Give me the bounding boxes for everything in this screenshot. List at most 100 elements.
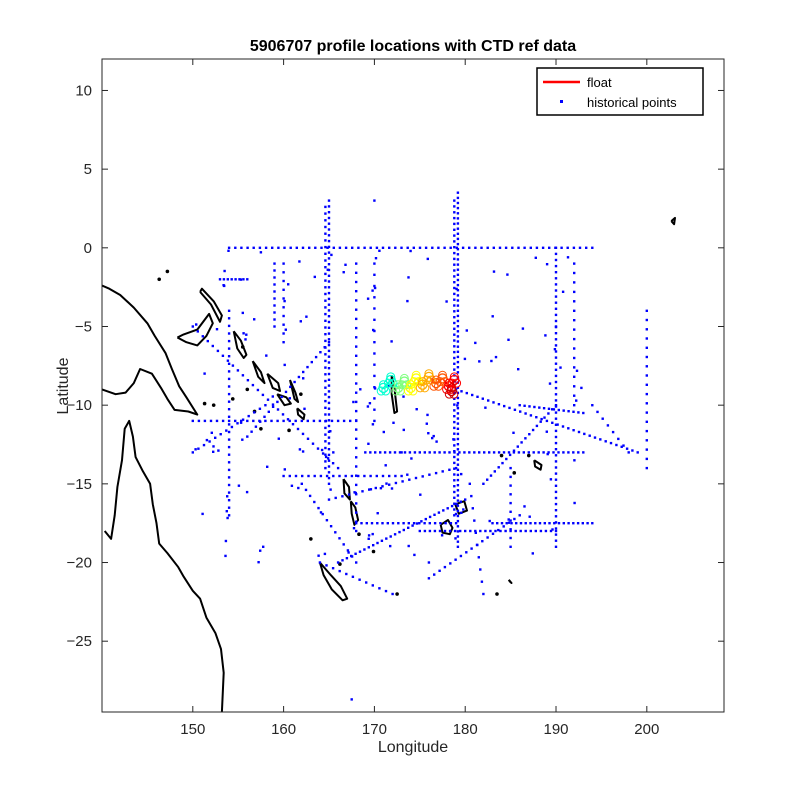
historical-point — [453, 461, 456, 465]
historical-point — [493, 470, 496, 473]
historical-point — [407, 276, 410, 279]
historical-point — [625, 447, 629, 450]
historical-point — [326, 246, 329, 249]
historical-point — [244, 338, 247, 341]
historical-point — [492, 270, 496, 273]
historical-point — [273, 276, 276, 279]
historical-point — [456, 335, 460, 338]
historical-point — [253, 411, 256, 414]
historical-point — [443, 246, 446, 249]
historical-point — [212, 445, 215, 448]
historical-point — [554, 509, 558, 512]
historical-point — [509, 519, 512, 522]
historical-point — [302, 377, 305, 380]
historical-point — [402, 395, 405, 398]
historical-point — [645, 457, 648, 461]
float-profile-marker — [415, 383, 425, 393]
historical-point — [557, 408, 560, 412]
historical-point — [205, 438, 209, 442]
historical-point — [604, 440, 607, 443]
historical-point — [545, 263, 549, 266]
historical-point — [298, 448, 302, 451]
historical-point — [502, 451, 506, 454]
historical-point — [226, 359, 230, 362]
plot-frame — [101, 58, 725, 713]
historical-point — [509, 510, 512, 513]
historical-point — [453, 292, 456, 296]
historical-point — [388, 451, 392, 454]
historical-point — [371, 423, 375, 426]
historical-point — [388, 483, 391, 486]
historical-point — [557, 451, 560, 454]
historical-point — [373, 273, 376, 276]
historical-point — [599, 438, 602, 441]
historical-point — [324, 339, 327, 343]
historical-point — [426, 413, 429, 417]
historical-point — [324, 279, 327, 282]
historical-point — [221, 354, 225, 357]
historical-point — [554, 521, 558, 524]
float-profile-marker — [411, 370, 421, 380]
historical-point — [450, 504, 454, 508]
historical-point — [251, 383, 255, 387]
historical-point — [453, 228, 456, 231]
historical-point — [373, 199, 376, 202]
historical-point — [431, 246, 434, 249]
historical-point — [227, 400, 231, 403]
historical-point — [573, 319, 576, 322]
historical-point — [375, 246, 379, 249]
historical-point — [582, 451, 585, 454]
historical-point — [456, 545, 460, 548]
historical-point — [241, 418, 245, 421]
historical-point — [456, 268, 460, 271]
historical-point — [456, 443, 460, 446]
historical-point — [554, 429, 558, 433]
historical-point — [388, 474, 391, 478]
island — [309, 537, 313, 541]
historical-point — [320, 448, 324, 452]
historical-point — [327, 349, 331, 353]
historical-point — [631, 449, 634, 452]
historical-point — [551, 408, 554, 411]
historical-point — [262, 545, 265, 548]
historical-point — [366, 297, 370, 300]
historical-point — [456, 484, 460, 487]
historical-point — [355, 363, 358, 367]
historical-point — [301, 432, 305, 436]
y-tick-label: 10 — [75, 82, 92, 99]
historical-point — [456, 217, 460, 220]
float-profile-marker — [449, 372, 459, 382]
historical-point — [241, 374, 245, 377]
historical-point — [355, 522, 358, 525]
historical-point — [553, 348, 557, 351]
historical-point — [271, 395, 274, 398]
historical-point — [554, 307, 558, 310]
historical-point — [488, 519, 491, 523]
historical-point — [277, 437, 280, 440]
historical-point — [554, 448, 558, 451]
historical-point — [474, 529, 477, 533]
historical-point — [554, 380, 558, 384]
historical-point — [312, 419, 316, 423]
historical-point — [355, 308, 358, 311]
historical-point — [456, 355, 460, 359]
historical-point — [324, 366, 327, 369]
historical-point — [615, 443, 618, 447]
historical-point — [327, 372, 331, 376]
historical-point — [573, 262, 576, 265]
historical-point — [327, 263, 331, 266]
historical-point — [373, 286, 377, 290]
historical-point — [519, 410, 522, 413]
historical-point — [357, 474, 360, 478]
historical-point — [473, 451, 476, 454]
historical-point — [227, 483, 231, 487]
historical-point — [350, 698, 353, 701]
historical-point — [203, 372, 206, 375]
historical-point — [427, 432, 430, 435]
historical-point — [543, 416, 546, 419]
x-tick-label: 170 — [362, 721, 387, 738]
float-profile-marker — [433, 381, 443, 391]
float-profile-marker — [383, 378, 393, 388]
historical-point — [509, 484, 512, 487]
historical-point — [456, 283, 460, 287]
